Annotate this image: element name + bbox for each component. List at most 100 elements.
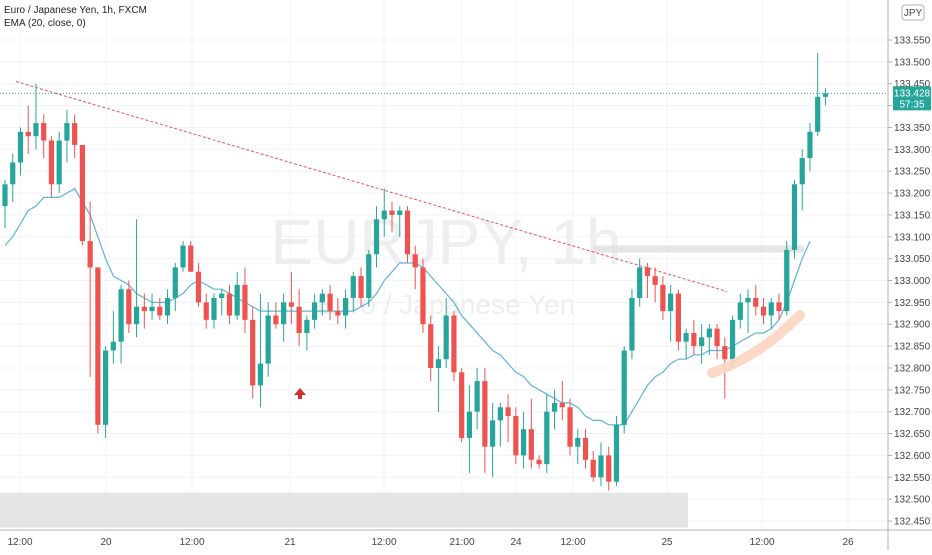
candle	[288, 271, 294, 325]
chart-header: Euro / Japanese Yen, 1h, FXCM EMA (20, c…	[4, 5, 147, 29]
candle	[799, 149, 805, 211]
time-axis[interactable]: 12:00 20 12:00 21 12:00 21:00 24 12:00 25 12:00 26	[0, 529, 932, 548]
candle-body	[126, 289, 132, 325]
candle-body	[451, 315, 457, 373]
candle	[613, 416, 620, 487]
candle	[513, 407, 519, 465]
support-zone	[0, 492, 688, 528]
price-axis[interactable]: 133.550133.500133.450133.400133.350133.3…	[887, 0, 931, 550]
candle	[691, 319, 697, 355]
candle-body	[149, 306, 155, 312]
candle-body	[25, 131, 31, 137]
candle-body	[567, 407, 573, 447]
candle-body	[613, 424, 620, 482]
candle	[164, 289, 171, 325]
candle-body	[768, 302, 774, 316]
candle	[17, 127, 24, 176]
candle	[257, 293, 264, 408]
candle	[497, 402, 503, 447]
price-tick-label: 133.500	[894, 57, 931, 68]
price-tick-label: 133.550	[894, 36, 931, 47]
candle-body	[644, 267, 651, 277]
candle	[466, 385, 472, 473]
candle-body	[296, 306, 302, 333]
candle	[404, 206, 411, 264]
candle	[72, 114, 78, 159]
candle	[412, 245, 418, 290]
candle	[451, 311, 457, 382]
candle	[141, 293, 147, 329]
candle	[118, 284, 124, 364]
candle-body	[699, 337, 705, 347]
candle-body	[729, 319, 736, 360]
candle-body	[575, 437, 581, 447]
candle-body	[668, 293, 674, 312]
candle	[110, 311, 116, 364]
time-tick-label: 24	[510, 537, 522, 548]
candle	[644, 263, 651, 298]
candle-body	[490, 420, 496, 447]
price-tick-label: 132.700	[894, 407, 931, 418]
candle-body	[250, 319, 256, 386]
candle-body	[226, 293, 233, 316]
candle-body	[513, 416, 519, 456]
candle	[520, 411, 527, 469]
candle	[753, 284, 759, 316]
candle	[366, 249, 372, 307]
candle-body	[327, 293, 333, 312]
candle	[373, 206, 380, 268]
highlight-stroke	[707, 310, 805, 378]
candle	[48, 136, 55, 198]
candle	[629, 289, 635, 360]
candle-body	[312, 302, 318, 320]
candle	[157, 297, 163, 320]
candle	[281, 293, 287, 342]
price-tick-label: 132.850	[894, 342, 931, 353]
candle	[180, 241, 186, 272]
candle	[149, 293, 155, 320]
candle-body	[753, 297, 759, 307]
candle-body	[188, 245, 194, 272]
candle	[768, 297, 774, 329]
candle	[335, 297, 341, 325]
candle	[737, 293, 743, 329]
bar-countdown: 57:35	[899, 99, 924, 110]
candle	[490, 402, 496, 478]
candle	[474, 367, 480, 430]
candle	[575, 429, 581, 465]
last-price-tag-box	[893, 86, 931, 111]
candle	[668, 284, 674, 342]
candle	[435, 346, 442, 412]
last-price-value: 133.428	[894, 88, 931, 99]
trendline-group[interactable]	[15, 81, 728, 292]
candle-body	[257, 363, 264, 386]
candle-body	[180, 245, 186, 268]
candle-body	[304, 319, 310, 333]
candle-body	[273, 315, 279, 325]
candle	[528, 398, 534, 469]
candle	[350, 271, 356, 312]
candle-body	[195, 271, 202, 303]
candle-body	[242, 284, 248, 320]
price-tick-label: 133.000	[894, 276, 931, 287]
candle-body	[536, 459, 542, 465]
candle-body	[675, 293, 681, 342]
candle	[273, 302, 279, 329]
candle-body	[350, 276, 356, 298]
candle	[567, 398, 573, 456]
price-tick-label: 133.350	[894, 123, 931, 134]
candle	[41, 114, 47, 159]
time-tick-label: 12:00	[7, 537, 32, 548]
candle-body	[397, 210, 403, 215]
currency-badge[interactable]: JPY	[901, 4, 925, 21]
candle	[683, 328, 689, 360]
candle-body	[691, 332, 697, 347]
candle	[443, 297, 449, 368]
candle-body	[822, 93, 829, 97]
candle	[242, 267, 248, 333]
candle-body	[95, 267, 101, 425]
candle-body	[157, 306, 163, 316]
price-tick-label: 132.750	[894, 385, 931, 396]
